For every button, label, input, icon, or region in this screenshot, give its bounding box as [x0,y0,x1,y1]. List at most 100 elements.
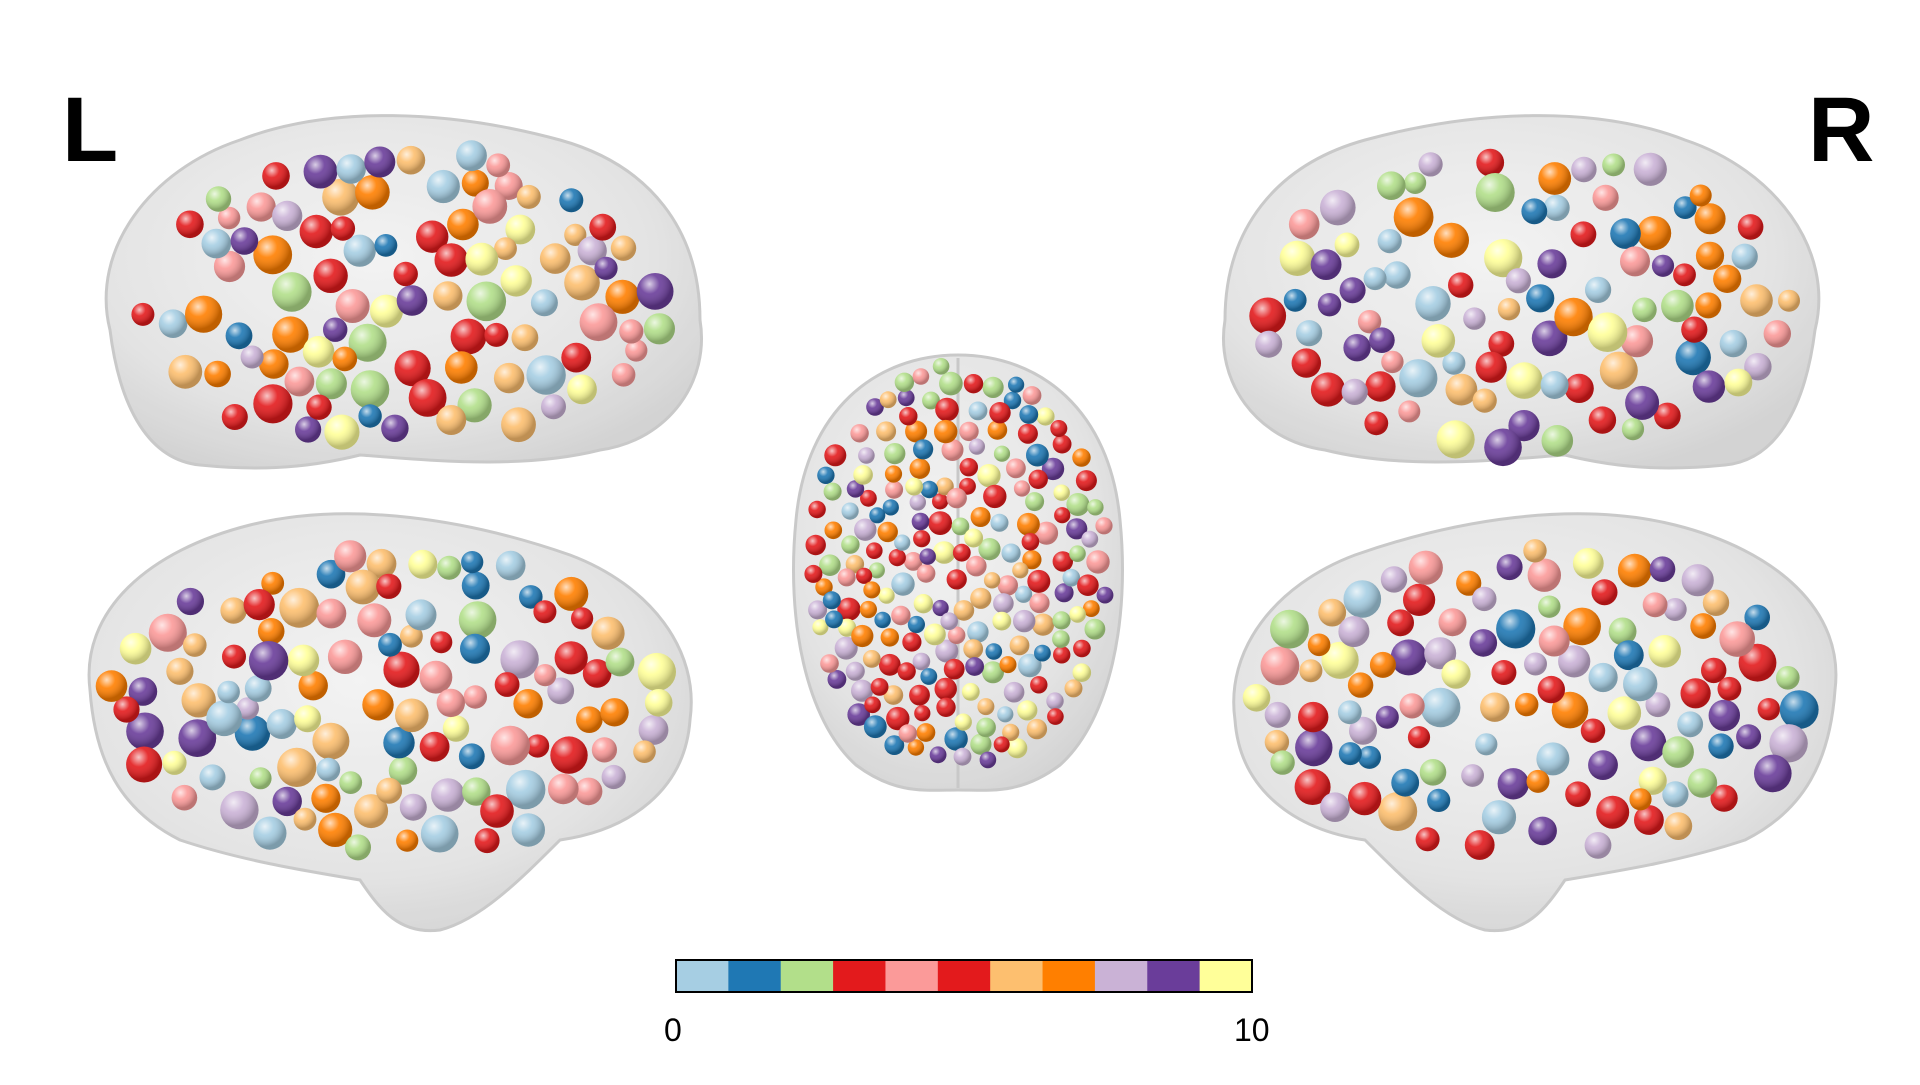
network-node-shading [909,458,931,479]
network-node-shading [131,302,155,326]
network-node-shading [1050,420,1068,437]
network-node-shading [982,661,1004,684]
network-node-shading [1642,592,1668,618]
network-node-shading [1638,766,1667,795]
network-node-shading [230,227,259,255]
network-node-shading [884,465,903,483]
network-node-shading [1095,517,1113,535]
network-node-shading [959,458,978,477]
network-node-shading [501,407,536,443]
network-node-shading [605,647,635,677]
network-node-shading [1027,569,1051,593]
network-node-shading [922,391,940,410]
network-node-shading [419,731,450,762]
network-node-shading [434,243,469,277]
network-node-shading [1689,184,1712,207]
network-node-shading [1264,729,1290,755]
network-node-shading [1347,672,1374,698]
network-node-shading [313,258,348,293]
network-node-shading [1008,376,1025,393]
network-node-shading [1034,644,1051,662]
network-node-shading [348,323,387,362]
network-node-shading [1025,492,1045,512]
network-node-shading [316,559,346,589]
network-node-shading [205,186,232,212]
network-node-shading [805,534,826,556]
network-node-shading [1399,359,1438,398]
network-node-shading [644,689,673,717]
network-node-shading [1407,726,1431,749]
network-node-shading [600,698,629,727]
network-node-shading [1531,320,1568,357]
network-node-shading [894,534,911,551]
network-node-shading [312,722,350,760]
network-node-shading [436,405,467,435]
network-node-shading [1541,425,1574,457]
network-node-shading [1572,548,1604,579]
network-node-shading [526,734,550,758]
network-node-shading [1681,564,1714,597]
network-node-shading [225,322,253,350]
network-node-shading [1343,580,1382,618]
network-node-shading [1052,630,1070,648]
network-node-shading [967,621,989,643]
network-node-shading [1418,152,1443,177]
network-node-shading [591,737,618,763]
network-node-shading [206,700,243,737]
network-node-shading [909,494,926,511]
network-node-shading [579,303,618,342]
network-node-shading [1526,769,1550,793]
network-node-shading [912,652,931,671]
network-node-shading [853,465,873,485]
network-node-shading [217,206,241,230]
network-node-shading [862,650,881,668]
network-node-shading [919,548,936,565]
network-node-shading [940,612,958,630]
network-node-shading [234,715,271,751]
network-node-shading [864,696,881,714]
network-node-shading [185,295,223,333]
network-node-shading [506,769,546,810]
network-node-shading [1072,663,1092,682]
network-node-shading [1054,507,1071,524]
network-node-shading [898,724,917,743]
network-node-shading [1380,566,1408,593]
network-node-shading [979,751,997,769]
network-node-shading [1610,218,1641,249]
network-node-shading [913,530,931,548]
network-node-shading [824,521,843,540]
network-node-shading [335,289,370,323]
network-node-shading [913,439,934,460]
network-node-shading [355,175,390,210]
network-node-shading [1570,221,1597,248]
network-node-shading [997,706,1014,723]
network-node-shading [1019,405,1039,424]
network-node-shading [199,764,226,791]
network-node-shading [430,631,453,654]
network-node-shading [554,641,588,675]
network-node-shading [1086,550,1110,574]
network-node-shading [997,575,1018,596]
network-node-shading [466,281,507,322]
network-node-shading [905,420,928,443]
network-node-shading [316,598,347,629]
network-node-shading [171,784,198,811]
network-node-shading [1592,184,1619,211]
network-node-shading [815,578,833,596]
network-node-shading [1375,705,1399,729]
network-node-shading [879,391,897,409]
network-node-shading [920,668,938,685]
network-node-shading [1054,583,1074,603]
network-node-shading [1062,568,1081,587]
network-node-shading [638,715,669,745]
network-node-shading [845,661,865,681]
network-node-shading [1754,754,1792,793]
network-node-shading [396,145,426,175]
network-node-shading [461,551,484,574]
network-node-shading [951,517,970,536]
network-node-shading [1320,792,1350,822]
network-node-shading [484,322,509,347]
network-node-shading [1013,480,1031,497]
network-node-shading [817,466,835,484]
network-node-shading [486,153,511,178]
